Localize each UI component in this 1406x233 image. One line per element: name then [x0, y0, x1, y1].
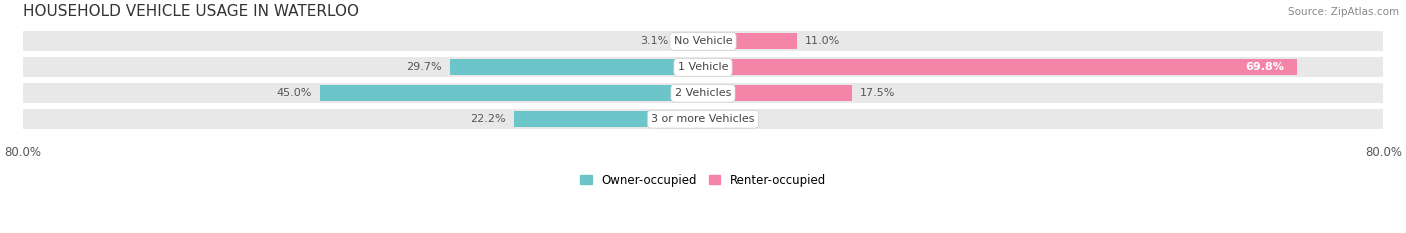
Text: 1 Vehicle: 1 Vehicle	[678, 62, 728, 72]
Text: 45.0%: 45.0%	[277, 88, 312, 98]
Bar	[676, 33, 703, 49]
Bar	[22, 83, 703, 103]
Bar	[703, 109, 1384, 129]
Bar	[22, 57, 703, 77]
Bar	[22, 31, 703, 51]
Bar	[703, 83, 1384, 103]
Text: 29.7%: 29.7%	[406, 62, 441, 72]
Bar	[703, 59, 1296, 75]
Text: 3 or more Vehicles: 3 or more Vehicles	[651, 114, 755, 124]
Bar	[703, 31, 1384, 51]
Text: Source: ZipAtlas.com: Source: ZipAtlas.com	[1288, 7, 1399, 17]
Bar	[22, 109, 703, 129]
Bar	[703, 57, 1384, 77]
Bar	[321, 85, 703, 101]
Text: 3.1%: 3.1%	[640, 36, 668, 46]
Bar	[703, 85, 852, 101]
Text: 17.5%: 17.5%	[860, 88, 896, 98]
Text: 11.0%: 11.0%	[806, 36, 841, 46]
Bar	[450, 59, 703, 75]
Text: 2 Vehicles: 2 Vehicles	[675, 88, 731, 98]
Text: No Vehicle: No Vehicle	[673, 36, 733, 46]
Text: 1.7%: 1.7%	[725, 114, 755, 124]
Legend: Owner-occupied, Renter-occupied: Owner-occupied, Renter-occupied	[575, 169, 831, 192]
Text: 22.2%: 22.2%	[470, 114, 506, 124]
Text: HOUSEHOLD VEHICLE USAGE IN WATERLOO: HOUSEHOLD VEHICLE USAGE IN WATERLOO	[22, 4, 359, 19]
Bar	[703, 33, 797, 49]
Bar	[515, 111, 703, 127]
Text: 69.8%: 69.8%	[1244, 62, 1284, 72]
Bar	[703, 111, 717, 127]
